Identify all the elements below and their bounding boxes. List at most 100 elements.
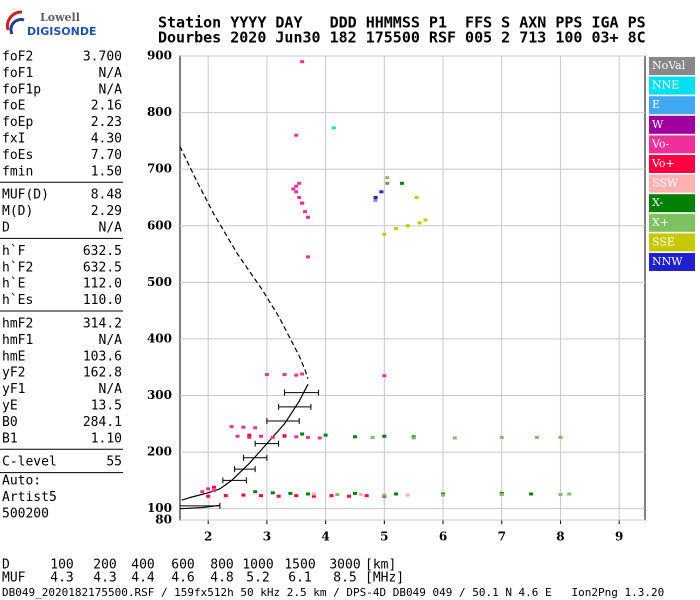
echo <box>303 210 308 214</box>
echo <box>347 494 352 498</box>
param-value: 7.70 <box>91 148 122 163</box>
param-name: fmin <box>2 164 33 179</box>
legend-swatch <box>649 115 695 134</box>
x-tick-label: 3 <box>263 530 271 544</box>
echo <box>441 493 446 497</box>
echo <box>200 490 205 494</box>
logo-text: DIGISONDE <box>27 25 96 38</box>
echo <box>297 181 302 185</box>
echo <box>282 373 287 377</box>
echo <box>247 433 252 437</box>
distance: 3000 <box>329 558 360 573</box>
echo <box>259 434 264 438</box>
param-value: 4.30 <box>91 132 122 147</box>
param-name: foE <box>2 99 25 114</box>
echo <box>294 184 299 188</box>
y-tick-label: 80 <box>155 513 172 527</box>
distance: 600 <box>171 558 194 573</box>
echo <box>305 492 310 496</box>
legend-label: W <box>652 118 664 131</box>
echo <box>558 493 563 497</box>
legend-label: NNE <box>652 79 679 92</box>
echo <box>534 435 539 439</box>
auto-text: Auto: <box>2 474 41 489</box>
echo <box>253 426 258 430</box>
echo <box>294 373 299 377</box>
param-name: h`E <box>2 277 25 292</box>
param-name: foEp <box>2 115 33 130</box>
echo <box>335 493 340 497</box>
echo <box>417 221 422 225</box>
param-value: 3.700 <box>83 50 122 65</box>
echo <box>382 493 387 497</box>
param-name: foF1 <box>2 66 33 81</box>
param-name: B0 <box>2 415 18 430</box>
echo <box>311 494 316 498</box>
logo-text: Lowell <box>40 11 80 24</box>
param-name: yF1 <box>2 382 25 397</box>
echo <box>379 190 384 194</box>
logo-arc <box>5 10 23 31</box>
legend-swatch <box>649 213 695 232</box>
muf-value: 6.1 <box>288 571 311 586</box>
x-tick-label: 5 <box>380 530 388 544</box>
param-value: N/A <box>99 382 123 397</box>
legend-swatch <box>649 194 695 213</box>
param-name: foF2 <box>2 50 33 65</box>
param-name: D <box>2 221 10 236</box>
echo <box>212 489 217 493</box>
param-name: h`F <box>2 244 26 259</box>
echo <box>270 491 275 495</box>
echo <box>294 133 299 137</box>
echo <box>253 490 258 494</box>
param-name: hmF2 <box>2 317 33 332</box>
auto-text: 500200 <box>2 507 49 522</box>
legend-label: Vo- <box>651 137 670 150</box>
echo <box>352 491 357 495</box>
echo <box>297 195 302 199</box>
param-value: 2.29 <box>91 204 122 219</box>
echo <box>247 435 252 439</box>
echo <box>382 374 387 378</box>
param-value: 284.1 <box>83 415 122 430</box>
footer: DB049_2020182175500.RSF / 159fx512h 50 k… <box>2 586 664 599</box>
echo <box>305 215 310 219</box>
param-name: h`Es <box>2 293 33 308</box>
legend-swatch <box>649 174 695 193</box>
muf-value: 4.3 <box>50 571 73 586</box>
x-tick-label: 6 <box>439 530 447 544</box>
param-value: 8.48 <box>91 188 122 203</box>
echo <box>329 494 334 498</box>
unit: [km] <box>365 558 396 573</box>
param-name: foEs <box>2 148 33 163</box>
echo <box>452 436 457 440</box>
error-bar <box>222 477 247 484</box>
param-value: 55 <box>106 455 122 470</box>
echo <box>300 372 305 376</box>
y-tick-label: 700 <box>147 162 172 176</box>
legend-label: SSW <box>652 177 679 190</box>
x-tick-label: 2 <box>204 530 212 544</box>
muf-value: 5.2 <box>246 571 269 586</box>
echo <box>317 436 322 440</box>
param-value: 112.0 <box>83 277 122 292</box>
echo <box>382 232 387 236</box>
param-value: 2.23 <box>91 115 122 130</box>
muf-value: 4.4 <box>131 571 155 586</box>
distance: 400 <box>131 558 154 573</box>
param-name: hmF1 <box>2 333 33 348</box>
echo <box>294 435 299 439</box>
param-name: yF2 <box>2 366 25 381</box>
error-bar <box>266 417 300 424</box>
distance: 1500 <box>284 558 315 573</box>
echo <box>405 493 410 497</box>
legend-label: X+ <box>652 216 669 229</box>
echo <box>241 425 246 429</box>
echo <box>259 494 264 498</box>
param-value: 314.2 <box>83 317 122 332</box>
legend-label: NNW <box>652 255 683 268</box>
param-name: h`F2 <box>2 260 33 275</box>
error-bar <box>284 389 320 396</box>
y-tick-label: 900 <box>147 49 172 63</box>
distance: 1000 <box>242 558 273 573</box>
